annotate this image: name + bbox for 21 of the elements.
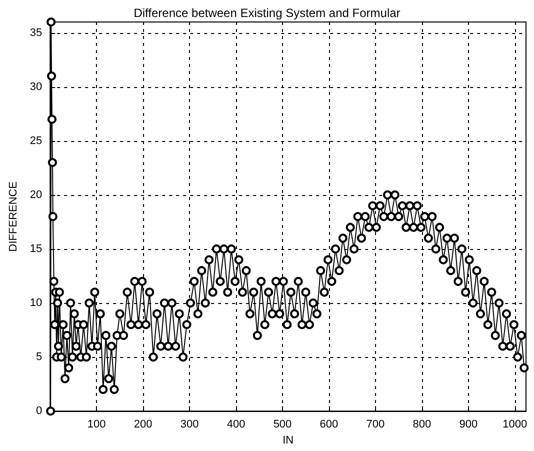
x-tick-label: 800 xyxy=(412,418,432,431)
y-tick-label: 25 xyxy=(30,134,42,147)
x-tick-label: 200 xyxy=(134,418,152,431)
x-tick-label: 700 xyxy=(366,418,385,431)
y-tick-label: 20 xyxy=(30,188,42,201)
x-axis-title: IN xyxy=(282,434,294,446)
x-tick-label: 400 xyxy=(226,418,246,431)
chart-title: Difference between Existing System and Formular xyxy=(134,6,400,20)
x-tick-label: 600 xyxy=(320,418,338,431)
y-tick-label: 10 xyxy=(30,297,42,310)
y-tick-label: 0 xyxy=(36,405,42,418)
y-tick-label: 30 xyxy=(30,80,42,93)
x-tick-label: 900 xyxy=(459,418,478,431)
x-tick-label: 1000 xyxy=(502,418,528,431)
x-tick-label: 100 xyxy=(87,418,106,431)
y-tick-label: 15 xyxy=(30,242,42,255)
x-tick-label: 300 xyxy=(180,418,199,431)
y-axis-title: DIFFERENCE xyxy=(8,181,20,252)
y-tick-label: 5 xyxy=(36,351,42,364)
y-tick-label: 35 xyxy=(30,26,42,39)
x-tick-label: 500 xyxy=(273,418,292,431)
